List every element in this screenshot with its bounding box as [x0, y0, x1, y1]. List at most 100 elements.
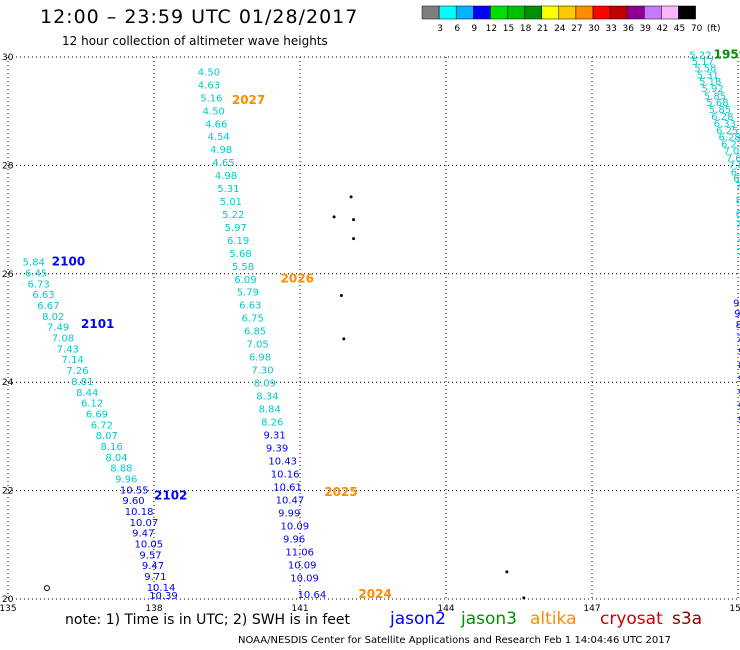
swh-value: 9.99	[278, 509, 300, 520]
swh-value: 4.66	[205, 119, 227, 130]
y-tick-label: 20	[2, 595, 14, 605]
swh-value: 8.09	[254, 379, 276, 390]
land-point	[505, 570, 509, 574]
swh-value: 10.16	[271, 470, 300, 481]
swh-value: 5.85	[709, 105, 731, 116]
swh-value: 4.50	[203, 106, 225, 117]
swh-value: 4.50	[198, 67, 220, 78]
swh-value: 5.22	[689, 51, 711, 62]
legend-label: 33	[605, 24, 616, 34]
swh-value: 4.98	[210, 145, 232, 156]
swh-value: 9	[738, 415, 740, 426]
legend-label: 15	[503, 24, 514, 34]
pass-time-label: 2102	[154, 488, 187, 502]
page-subtitle: 12 hour collection of altimeter wave hei…	[62, 34, 328, 48]
swh-value: 7.43	[57, 344, 79, 355]
swh-value: 9.0	[734, 309, 740, 320]
swh-value: 5.79	[237, 287, 259, 298]
footer-note: note: 1) Time is in UTC; 2) SWH is in fe…	[65, 612, 351, 628]
land-point	[342, 337, 346, 341]
swh-value: 7.38	[736, 181, 740, 192]
swh-value: 5.31	[697, 71, 719, 82]
swh-value: 5.18	[699, 77, 721, 88]
swh-value: 10.18	[125, 507, 154, 518]
y-tick-label: 28	[2, 161, 14, 171]
swh-value: 9.96	[283, 535, 305, 546]
swh-value: 8.88	[110, 464, 132, 475]
swh-value: 7.14	[62, 355, 84, 366]
legend-label: 3	[437, 24, 443, 34]
swh-value: 11.06	[285, 548, 314, 559]
swh-value: 10.09	[290, 574, 319, 585]
swh-value: 5.68	[229, 249, 251, 260]
swh-value: 6.23	[721, 140, 740, 151]
swh-value: 5.01	[220, 197, 242, 208]
swh-value: 6.12	[81, 399, 103, 410]
pass-time-label: 1959	[714, 48, 740, 62]
pass-time-label: 2024	[358, 587, 391, 601]
swh-value: 7.64	[737, 233, 740, 244]
swh-value: 6.63	[239, 300, 261, 311]
swh-value: 7.05	[246, 340, 268, 351]
legend-label: 24	[554, 24, 566, 34]
color-scale-legend: 3 6 9 12 15 18 21 24 27 30 33 36 39 42 45 70 (ft)	[421, 5, 720, 34]
swh-value: 5.84	[23, 258, 45, 269]
x-tick-label: 144	[437, 604, 454, 614]
pass-time-label: 2025	[324, 485, 357, 499]
legend-label: 18	[520, 24, 532, 34]
pass-time-label: 2027	[232, 93, 265, 107]
legend-label: 6	[454, 24, 460, 34]
swh-value: 6.33	[714, 119, 736, 130]
x-tick-label: 150	[729, 604, 740, 614]
swh-value: 5.17	[692, 57, 714, 68]
swh-value: 5.97	[225, 223, 247, 234]
swh-value: 10.64	[298, 590, 327, 601]
legend-label: 39	[640, 24, 652, 34]
swh-value: 10.39	[149, 591, 178, 602]
land-point	[522, 596, 526, 600]
swh-value: 6.85	[244, 327, 266, 338]
land-point	[352, 218, 356, 222]
pass-time-label: 2101	[81, 317, 114, 331]
swh-value: 10.55	[120, 485, 149, 496]
pass-time-label: 2100	[52, 255, 85, 269]
swh-value: 6.63	[32, 290, 54, 301]
swh-value: 5.31	[217, 184, 239, 195]
pass-time-label: 2026	[281, 271, 314, 285]
legend-label: 30	[588, 24, 600, 34]
swh-value: 9.47	[132, 529, 154, 540]
page-title: 12:00 – 23:59 UTC 01/28/2017	[40, 6, 359, 28]
swh-value: 9.	[738, 401, 740, 412]
swh-value: 9.96	[115, 474, 137, 485]
satellite-jason2-label: jason2	[390, 609, 446, 629]
legend-label: 70	[691, 24, 703, 34]
swh-value: 6.45	[25, 269, 47, 280]
satellite-s3a-label: s3a	[672, 609, 703, 629]
marker-circle	[43, 585, 50, 592]
swh-value: 8.16	[100, 442, 122, 453]
swh-value: 7.	[737, 334, 740, 345]
swh-value: 9.31	[264, 431, 286, 442]
swh-value: 6.28	[711, 112, 733, 123]
swh-value: 6.75	[242, 313, 264, 324]
legend-label: 9	[471, 24, 477, 34]
swh-value: 9.39	[266, 444, 288, 455]
land-point	[339, 293, 343, 297]
swh-value: 6.28	[719, 132, 740, 143]
swh-value: 5.92	[702, 84, 724, 95]
swh-value: 6.09	[234, 275, 256, 286]
swh-value: 8.81	[71, 377, 93, 388]
swh-value: 10.09	[281, 522, 310, 533]
swh-value: 5.85	[704, 91, 726, 102]
satellite-altika-label: altika	[530, 609, 577, 629]
swh-value: 9.	[738, 347, 740, 358]
legend-label: 12	[486, 24, 497, 34]
swh-value: 7.24	[736, 220, 740, 231]
swh-value: 6.19	[227, 236, 249, 247]
swh-value: 7.81	[728, 161, 740, 172]
swh-value: 8.84	[259, 405, 281, 416]
legend-label: 45	[674, 24, 685, 34]
swh-value: 6.25	[716, 126, 738, 137]
legend-swatch	[678, 5, 696, 20]
